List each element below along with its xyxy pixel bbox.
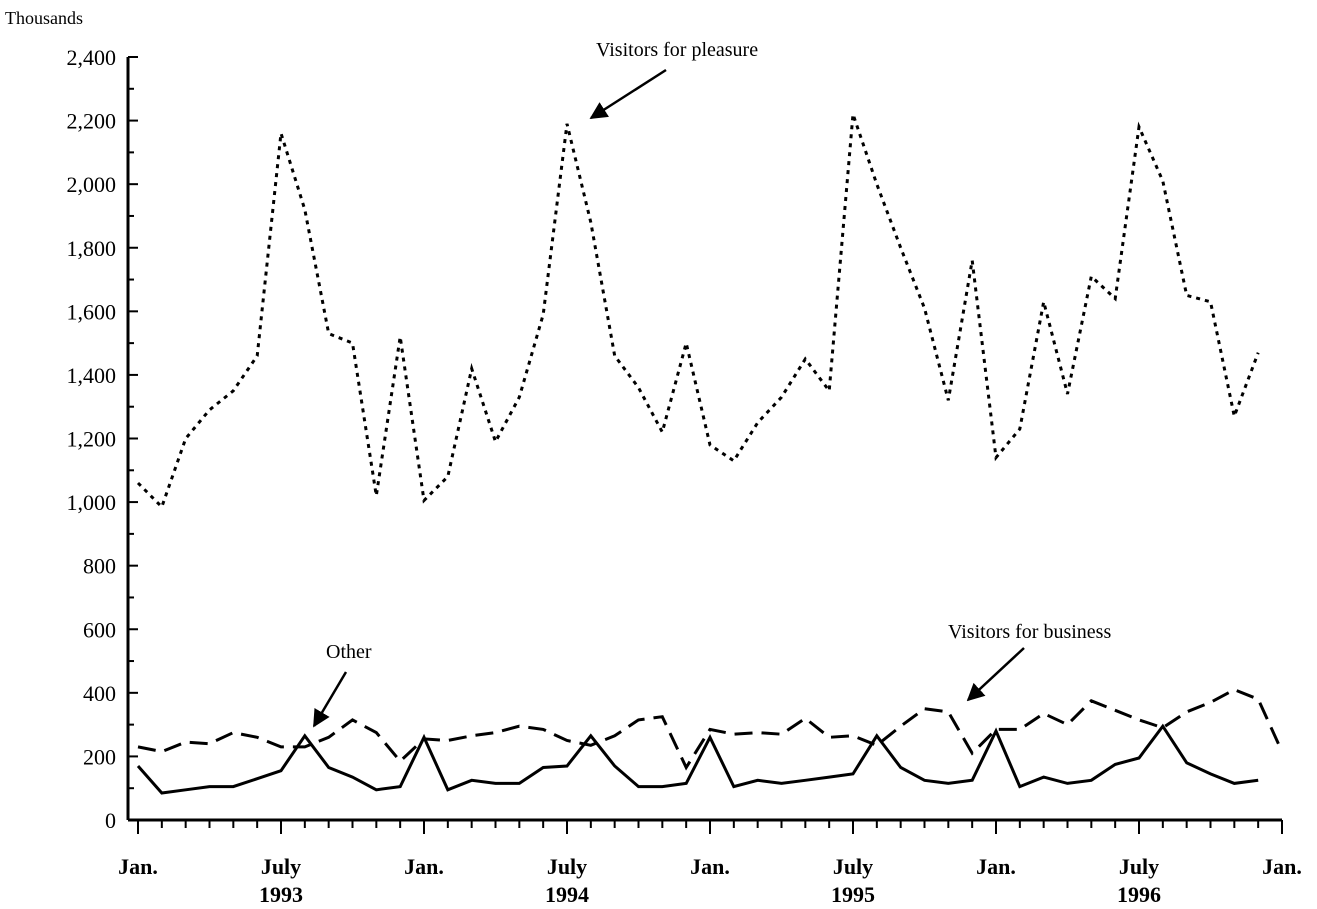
x-axis-ticks: Jan. July 1993 Jan. July 1994 Jan. July 1995 Jan.… [118,820,1302,907]
annotation-other: Other [326,641,372,663]
y-tick-label: 2,400 [67,45,117,70]
y-tick-label: 200 [83,744,116,769]
y-tick-label: 800 [83,554,116,579]
annotation-arrow-other [312,671,348,728]
x-tick-year-label: 1995 [831,882,875,907]
annotation-arrow-visitors-for-pleasure [589,68,667,120]
y-tick-label: 400 [83,681,116,706]
y-tick-label: 2,000 [67,172,117,197]
x-tick-label: Jan. [690,854,730,879]
annotation-visitors-for-business: Visitors for business [948,621,1111,643]
x-tick-label: Jan. [1262,854,1302,879]
series-line-visitors-for-business [137,688,1284,771]
y-tick-label: 2,200 [67,109,117,134]
x-tick-label: Jan. [118,854,158,879]
axes [126,57,1282,822]
x-tick-label: July [1119,854,1159,879]
y-tick-label: 1,800 [67,236,117,261]
x-tick-year-label: 1994 [545,882,589,907]
x-tick-label: July [547,854,587,879]
x-tick-label: July [833,854,873,879]
annotation-visitors-for-pleasure: Visitors for pleasure [596,39,758,61]
series-layer [136,113,1284,795]
x-tick-label: Jan. [976,854,1016,879]
y-tick-label: 1,000 [67,490,117,515]
y-axis-unit-label: Thousands [5,8,83,28]
y-axis-ticks: 0 200 400 600 800 1,000 1,200 1,400 1,600 1,800 2,… [67,45,138,833]
annotation-layer: Visitors for pleasure Visitors for busine… [312,39,1111,728]
x-tick-label: Jan. [404,854,444,879]
x-tick-label: July [261,854,301,879]
series-line-other [136,723,1259,795]
y-tick-label: 1,400 [67,363,117,388]
x-tick-year-label: 1993 [259,882,303,907]
y-tick-label: 1,600 [67,299,117,324]
y-tick-label: 600 [83,617,116,642]
annotation-arrow-visitors-for-business [966,647,1025,702]
y-tick-label: 1,200 [67,427,117,452]
x-tick-year-label: 1996 [1117,882,1161,907]
series-line-visitors-for-pleasure [136,113,1260,510]
y-tick-label: 0 [105,808,116,833]
